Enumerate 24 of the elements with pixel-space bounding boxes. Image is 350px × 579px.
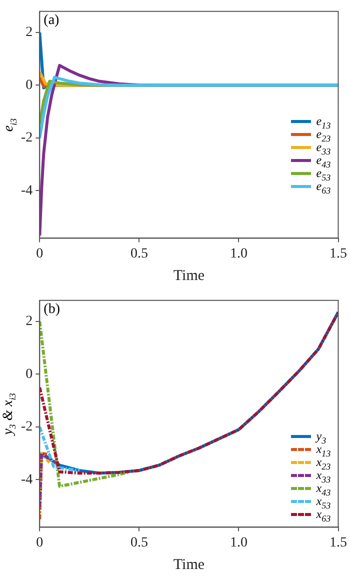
x-tick-label: 1.5 (330, 246, 347, 262)
line-series (40, 425, 81, 472)
x-tick-label: 0.5 (130, 246, 148, 262)
x-tick-label: 0.5 (130, 535, 148, 550)
x-axis-title: Time (173, 556, 205, 573)
x-tick-label: 0 (36, 246, 44, 262)
legend-label: e$_{13}$ (316, 114, 331, 131)
line-series (40, 320, 131, 488)
y-tick-label: -2 (20, 130, 33, 146)
x-tick-label: 1.5 (330, 535, 347, 550)
legend-label: y$_{3}$ (316, 429, 326, 446)
x-tick-label: 1.0 (230, 246, 248, 262)
y-tick-label: 0 (26, 366, 33, 382)
x-axis-title: Time (173, 268, 205, 284)
x-tick-label: 0 (36, 535, 44, 550)
y-tick-label: 2 (26, 314, 33, 330)
annotation: (b) (44, 302, 60, 318)
annotation: (a) (44, 13, 60, 30)
x-tick-label: 1.0 (230, 535, 248, 550)
y-tick-label: -4 (20, 183, 33, 198)
y-tick-label: 0 (26, 78, 33, 93)
y-tick-label: -2 (20, 420, 33, 435)
y-tick-label: 2 (26, 25, 33, 40)
y-tick-label: -4 (20, 472, 33, 488)
